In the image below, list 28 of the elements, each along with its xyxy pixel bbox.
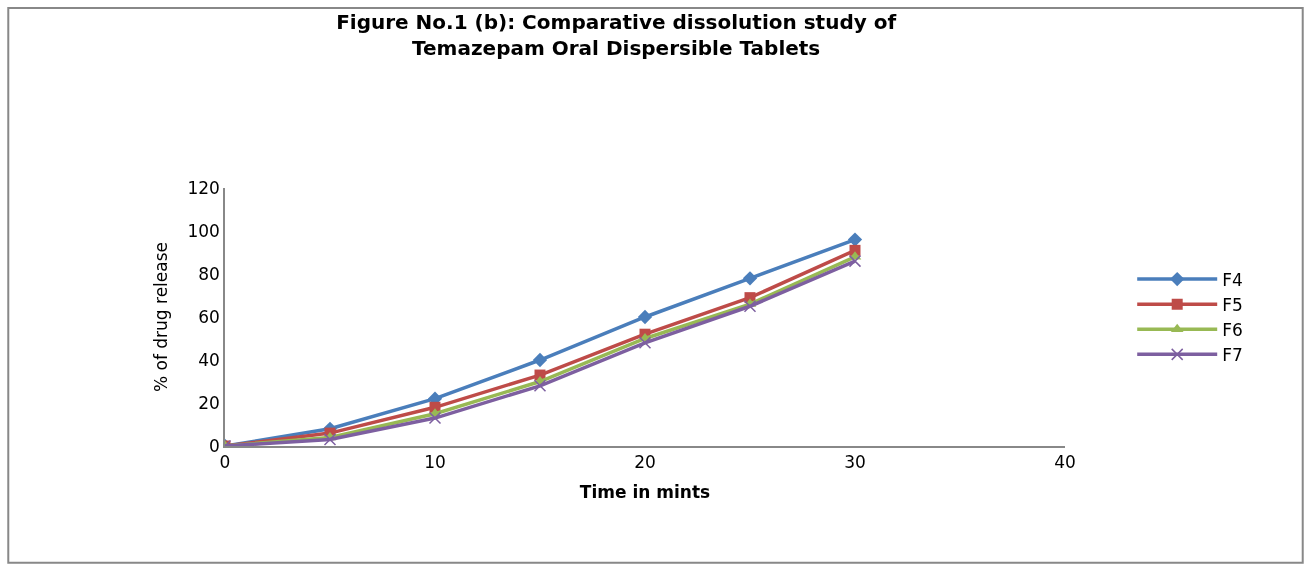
y-tick-label: 120 xyxy=(187,177,220,198)
point xyxy=(532,352,548,368)
point xyxy=(742,271,758,286)
point xyxy=(323,433,337,446)
point xyxy=(848,254,862,268)
point xyxy=(637,309,653,325)
point xyxy=(638,336,652,350)
y-tick-label: 20 xyxy=(198,392,220,413)
x-axis-title: Time in mints xyxy=(579,482,711,503)
point xyxy=(533,379,547,393)
legend-label: F5 xyxy=(1222,294,1243,315)
y-tick-label: 0 xyxy=(209,435,220,456)
x-tick-label: 20 xyxy=(634,452,656,473)
x-tick-label: 30 xyxy=(844,452,866,473)
y-axis-title: % of drug release xyxy=(151,241,172,393)
y-tick-label: 60 xyxy=(198,306,220,327)
legend-label: F4 xyxy=(1222,269,1243,290)
point xyxy=(847,232,863,247)
y-tick-label: 40 xyxy=(198,349,220,370)
x-tick-label: 40 xyxy=(1054,452,1076,473)
chart-title: Figure No.1 (b): Comparative dissolution study of Temazepam Oral Dispersible Tablets xyxy=(336,9,897,60)
x-tick-label: 10 xyxy=(424,452,446,473)
y-tick-label: 80 xyxy=(198,263,220,284)
y-tick-label: 100 xyxy=(187,220,220,241)
point xyxy=(428,411,442,425)
legend-label: F7 xyxy=(1222,344,1243,365)
legend-label: F6 xyxy=(1222,319,1243,340)
point xyxy=(743,300,757,313)
